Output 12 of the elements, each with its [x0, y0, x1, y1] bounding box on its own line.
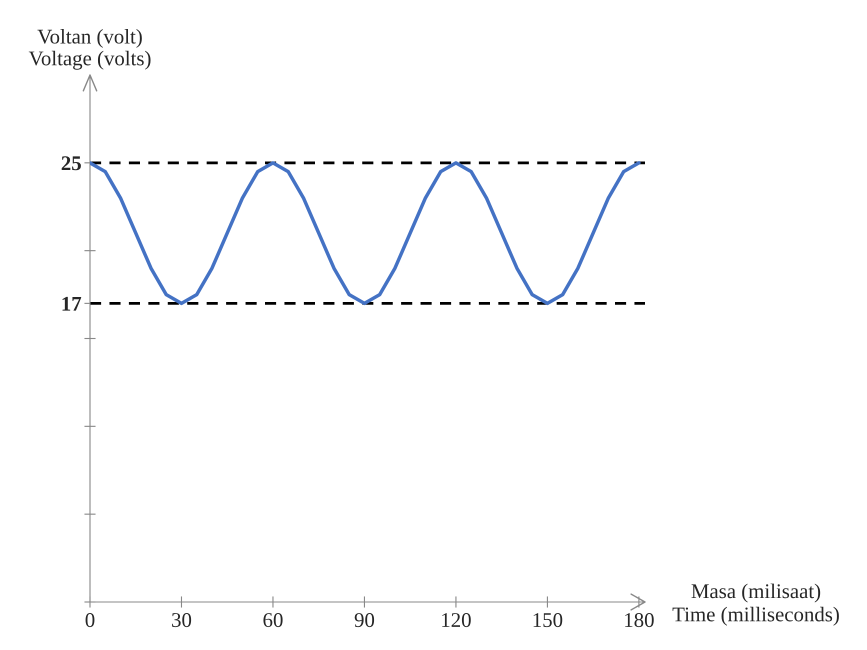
x-tick-label: 30 [172, 613, 192, 628]
x-tick-label: 60 [263, 613, 283, 628]
x-tick-label: 90 [354, 613, 374, 628]
x-tick-label: 120 [442, 613, 471, 628]
y-tick-label: 25 [62, 156, 81, 170]
x-axis-title: Masa (milisaat) Time (milliseconds) [672, 584, 839, 626]
y-axis-title: Voltan (volt) Voltage (volts) [28, 28, 151, 70]
line-series [90, 161, 641, 306]
x-tick-label: 180 [625, 613, 654, 628]
x-tick-label: 0 [86, 613, 94, 628]
y-tick-label: 17 [62, 296, 82, 311]
x-tick-label: 150 [534, 613, 562, 628]
